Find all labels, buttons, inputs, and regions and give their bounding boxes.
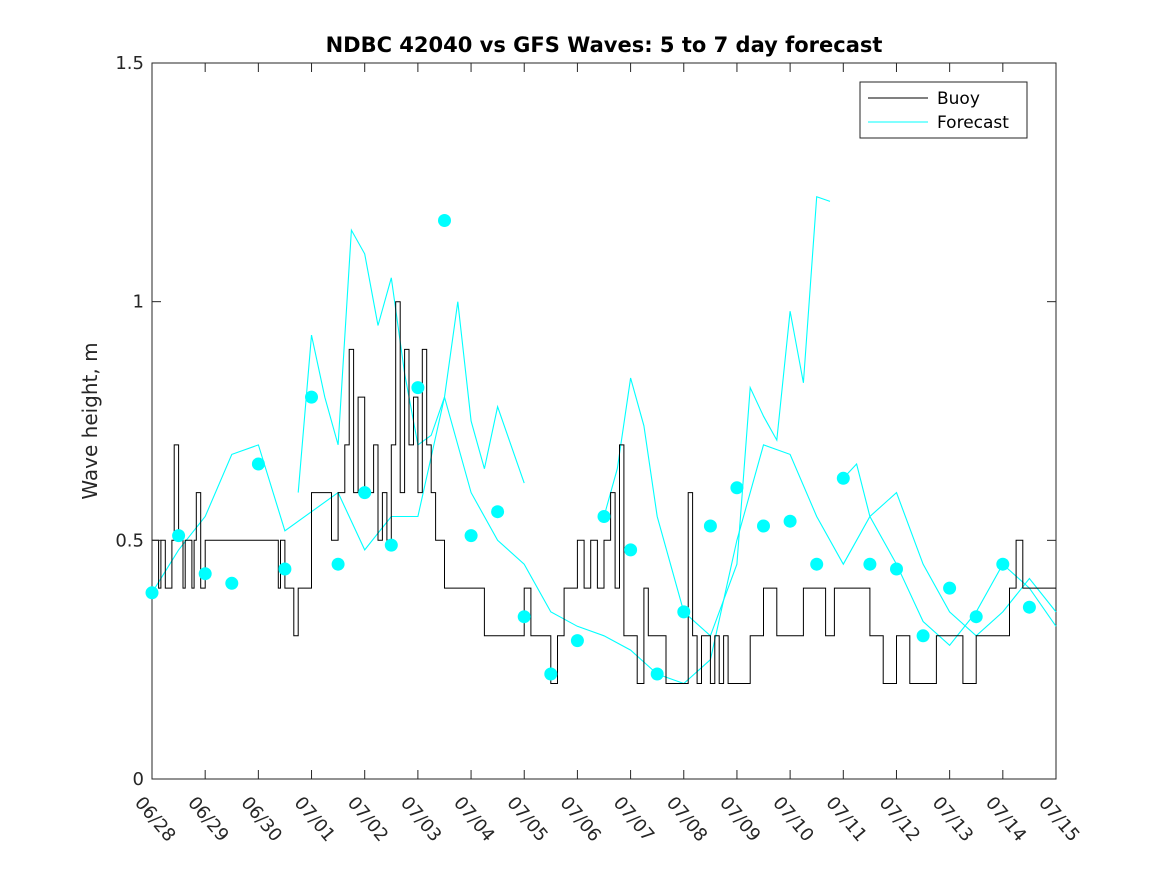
axes-box (151, 62, 1057, 780)
forecast-marker (783, 514, 797, 528)
forecast-line (151, 396, 1057, 685)
forecast-marker (464, 529, 478, 543)
legend-forecast-label: Forecast (937, 113, 1009, 133)
forecast-marker (517, 610, 531, 624)
forecast-marker (411, 381, 425, 395)
forecast-line (297, 228, 525, 493)
x-tick-label: 07/13 (928, 793, 977, 846)
forecast-marker (198, 567, 212, 581)
forecast-marker (225, 576, 239, 590)
forecast-marker (969, 610, 983, 624)
x-tick-label: 07/04 (449, 793, 498, 846)
forecast-marker (703, 519, 717, 533)
x-tick-label: 07/08 (662, 793, 711, 846)
forecast-marker (863, 557, 877, 571)
y-tick-label: 1.5 (115, 53, 144, 74)
y-tick-label: 0 (133, 769, 144, 790)
forecast-marker (491, 505, 505, 519)
y-axis: 0 0.5 1 1.5 (115, 53, 1056, 790)
x-tick-label: 07/15 (1034, 793, 1083, 846)
forecast-marker (251, 457, 265, 471)
plot-area (145, 62, 1057, 780)
y-tick-label: 1 (133, 292, 144, 313)
forecast-marker (650, 667, 664, 681)
x-tick-label: 06/28 (130, 793, 179, 846)
forecast-marker (278, 562, 292, 576)
legend: Buoy Forecast (859, 81, 1028, 139)
legend-buoy-label: Buoy (937, 89, 980, 109)
forecast-marker (358, 486, 372, 500)
forecast-marker (145, 586, 159, 600)
forecast-marker (730, 481, 744, 495)
forecast-marker (916, 629, 930, 643)
forecast-marker (677, 605, 691, 619)
forecast-marker (757, 519, 770, 533)
forecast-marker (836, 471, 850, 485)
forecast-marker (331, 557, 345, 571)
forecast-marker (810, 557, 824, 571)
forecast-marker (996, 557, 1010, 571)
forecast-marker (943, 581, 957, 595)
forecast-marker (172, 529, 186, 543)
x-tick-label: 07/05 (502, 793, 551, 846)
forecast-marker (544, 667, 558, 681)
buoy-line (152, 301, 1056, 684)
y-tick-label: 0.5 (115, 530, 144, 551)
x-tick-label: 07/07 (609, 793, 658, 846)
x-tick-label: 07/09 (715, 793, 764, 846)
forecast-marker (384, 538, 398, 552)
forecast-marker (305, 390, 318, 404)
x-tick-label: 07/11 (821, 793, 870, 846)
x-tick-label: 07/06 (556, 793, 605, 846)
x-tick-label: 06/29 (183, 793, 232, 846)
buoy-line-group (152, 301, 1056, 684)
forecast-markers (145, 214, 1036, 681)
forecast-marker (438, 214, 451, 227)
x-tick-label: 06/30 (237, 793, 286, 846)
forecast-marker (1022, 600, 1036, 614)
forecast-marker (570, 634, 584, 648)
forecast-marker (624, 543, 638, 557)
forecast-line (603, 195, 831, 637)
x-tick-label: 07/12 (875, 793, 924, 846)
x-tick-label: 07/14 (981, 793, 1030, 846)
x-tick-label: 07/10 (768, 793, 817, 846)
x-tick-label: 07/03 (396, 793, 445, 846)
forecast-marker (890, 562, 903, 576)
x-tick-label: 07/02 (343, 793, 392, 846)
legend-box (859, 81, 1028, 139)
x-tick-label: 07/01 (290, 793, 339, 846)
forecast-marker (597, 510, 611, 523)
y-axis-label: Wave height, m (78, 342, 102, 499)
chart-title: NDBC 42040 vs GFS Waves: 5 to 7 day fore… (326, 33, 883, 57)
